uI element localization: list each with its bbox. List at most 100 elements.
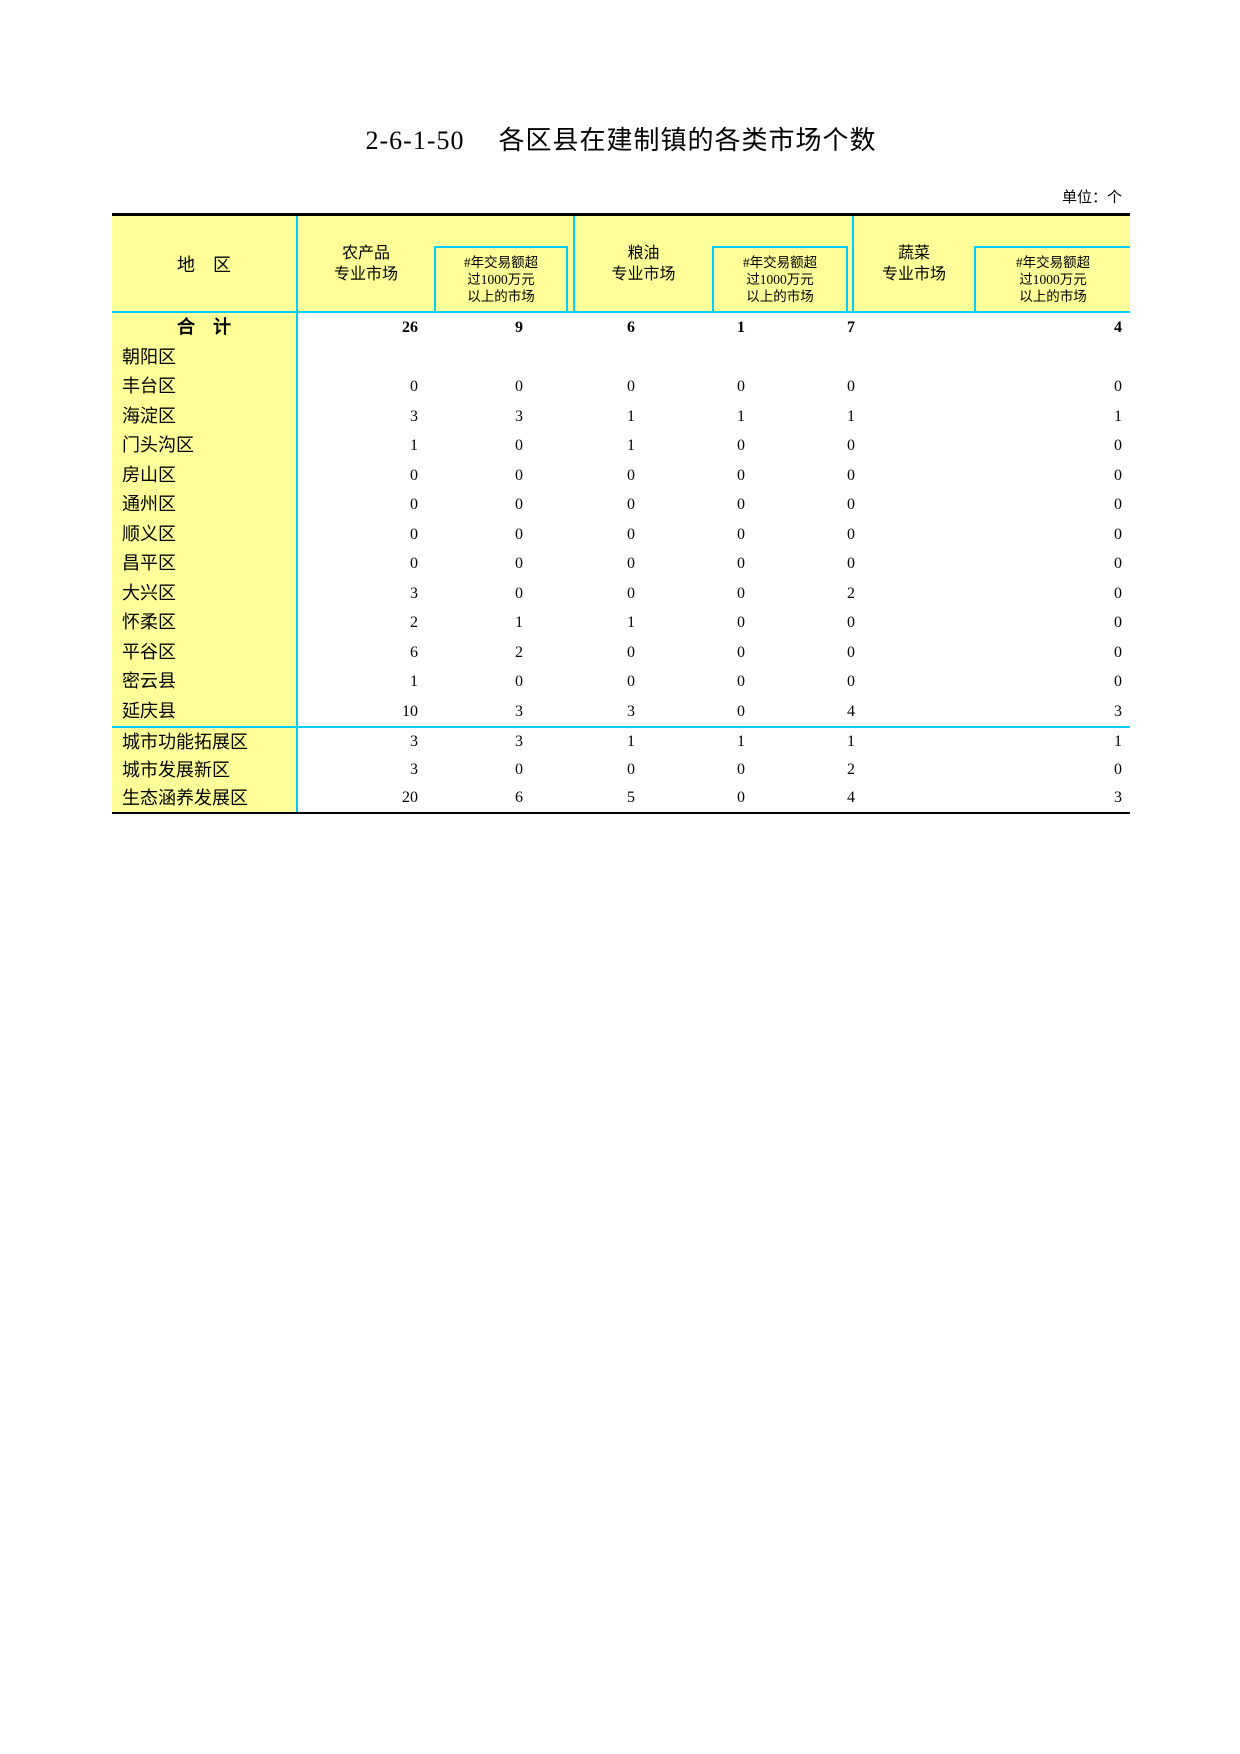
cell-value: 1 <box>847 733 855 750</box>
cell-value: 1 <box>410 673 418 690</box>
statistics-table: 地 区 农产品 专业市场 #年交易额超 过1000万元 以上的市场 粮油 专业市场 #年交易额… <box>112 213 1130 814</box>
cell-value: 0 <box>847 466 855 484</box>
cell-value: 0 <box>627 643 635 661</box>
table-row: 城市发展新区 3 0 0 0 2 0 <box>112 756 1130 784</box>
cell-value: 0 <box>410 466 418 484</box>
cell-value: 0 <box>1114 614 1122 631</box>
table-row: 延庆县 10 3 3 0 4 3 <box>112 696 1130 726</box>
table-row: 朝阳区 <box>112 342 1130 373</box>
header-line: 过1000万元 <box>1019 272 1087 287</box>
cell-value: 6 <box>627 319 635 336</box>
cell-value <box>855 343 1122 373</box>
cell-value: 0 <box>737 525 745 543</box>
table-body-zones: 城市功能拓展区 3 3 1 1 1 1 城市发展新区 3 0 0 0 2 0 生态涵养发展区 20 6 5 0 4 3 <box>112 728 1130 812</box>
row-label: 顺义区 <box>112 519 298 549</box>
cell-value: 0 <box>515 496 523 513</box>
cell-value: 4 <box>847 702 855 720</box>
row-label: 海淀区 <box>112 401 298 431</box>
row-label: 通州区 <box>112 490 298 520</box>
cell-value: 9 <box>515 319 523 336</box>
cell-value: 0 <box>1114 378 1122 395</box>
cell-value: 0 <box>737 466 745 484</box>
cell-value: 1 <box>627 614 635 631</box>
header-line: 过1000万元 <box>746 272 814 287</box>
cell-value: 0 <box>627 378 635 395</box>
cell-value: 0 <box>737 437 745 454</box>
cell-value: 0 <box>515 466 523 484</box>
cell-value: 6 <box>515 789 523 806</box>
cell-value: 0 <box>515 378 523 395</box>
cell-value: 0 <box>737 789 745 806</box>
row-label: 延庆县 <box>112 696 298 726</box>
group-main-header: 粮油 专业市场 <box>575 216 712 311</box>
cell-value: 3 <box>410 761 418 778</box>
row-label: 朝阳区 <box>112 342 298 372</box>
cell-value: 0 <box>515 761 523 778</box>
cell-value: 0 <box>1114 525 1122 543</box>
cell-value: 3 <box>515 733 523 750</box>
group-main-header: 农产品 专业市场 <box>298 216 434 311</box>
cell-value: 6 <box>410 643 418 661</box>
cell-value <box>298 343 418 373</box>
cell-value: 3 <box>1114 789 1122 806</box>
group-separator-line <box>852 216 854 311</box>
cell-value: 3 <box>515 702 523 720</box>
header-line: 农产品 <box>341 244 390 262</box>
cell-value: 2 <box>515 643 523 661</box>
cell-value: 0 <box>847 555 855 572</box>
cell-value: 1 <box>627 437 635 454</box>
row-label: 丰台区 <box>112 372 298 402</box>
cell-value: 0 <box>1114 673 1122 690</box>
table-body-districts: 合 计 26 9 6 1 7 4 朝阳区 丰台区 0 0 0 0 0 0 海淀区 3 3 1 1 1 1 门头沟区 1 0 1 0 0… <box>112 313 1130 728</box>
header-line: #年交易额超 <box>1015 255 1091 270</box>
cell-value: 2 <box>847 584 855 602</box>
cell-value: 7 <box>847 319 855 336</box>
cell-value: 0 <box>1114 761 1122 778</box>
cell-value: 0 <box>410 496 418 513</box>
cell-value: 0 <box>1114 466 1122 484</box>
cell-value: 4 <box>1114 319 1122 336</box>
cell-value: 0 <box>515 437 523 454</box>
table-number: 2-6-1-50 <box>365 126 465 155</box>
cell-value: 0 <box>1114 437 1122 454</box>
cell-value: 4 <box>847 789 855 806</box>
cell-value: 0 <box>1114 643 1122 661</box>
cell-value: 0 <box>627 584 635 602</box>
cell-value: 0 <box>627 761 635 778</box>
row-label: 合 计 <box>112 313 298 343</box>
row-label: 平谷区 <box>112 637 298 667</box>
group-sub-header-box: #年交易额超 过1000万元 以上的市场 <box>974 246 1130 311</box>
cell-value <box>523 343 635 373</box>
cell-value: 0 <box>515 525 523 543</box>
table-row: 大兴区 3 0 0 0 2 0 <box>112 578 1130 608</box>
table-row: 昌平区 0 0 0 0 0 0 <box>112 549 1130 579</box>
table-row: 通州区 0 0 0 0 0 0 <box>112 490 1130 520</box>
table-row: 合 计 26 9 6 1 7 4 <box>112 313 1130 343</box>
cell-value: 1 <box>1114 733 1122 750</box>
cell-value: 0 <box>737 702 745 720</box>
cell-value: 3 <box>410 407 418 425</box>
cell-value <box>635 343 745 373</box>
table-row: 门头沟区 1 0 1 0 0 0 <box>112 431 1130 461</box>
group-separator-line <box>573 216 575 311</box>
table-row: 密云县 1 0 0 0 0 0 <box>112 667 1130 697</box>
cell-value: 0 <box>737 496 745 513</box>
cell-value: 1 <box>737 407 745 425</box>
row-label: 大兴区 <box>112 578 298 608</box>
header-line: 蔬菜 <box>897 244 930 262</box>
cell-value: 0 <box>847 673 855 690</box>
cell-value: 0 <box>627 496 635 513</box>
cell-value: 3 <box>627 702 635 720</box>
cell-value: 3 <box>410 733 418 750</box>
cell-value: 0 <box>737 555 745 572</box>
table-header: 地 区 农产品 专业市场 #年交易额超 过1000万元 以上的市场 粮油 专业市场 #年交易额… <box>112 216 1130 313</box>
cell-value: 3 <box>410 584 418 602</box>
cell-value: 0 <box>515 555 523 572</box>
table-row: 丰台区 0 0 0 0 0 0 <box>112 372 1130 402</box>
cell-value: 0 <box>410 555 418 572</box>
cell-value: 0 <box>1114 555 1122 572</box>
header-line: 专业市场 <box>611 265 676 283</box>
cell-value: 0 <box>737 378 745 395</box>
cell-value: 1 <box>1114 407 1122 425</box>
